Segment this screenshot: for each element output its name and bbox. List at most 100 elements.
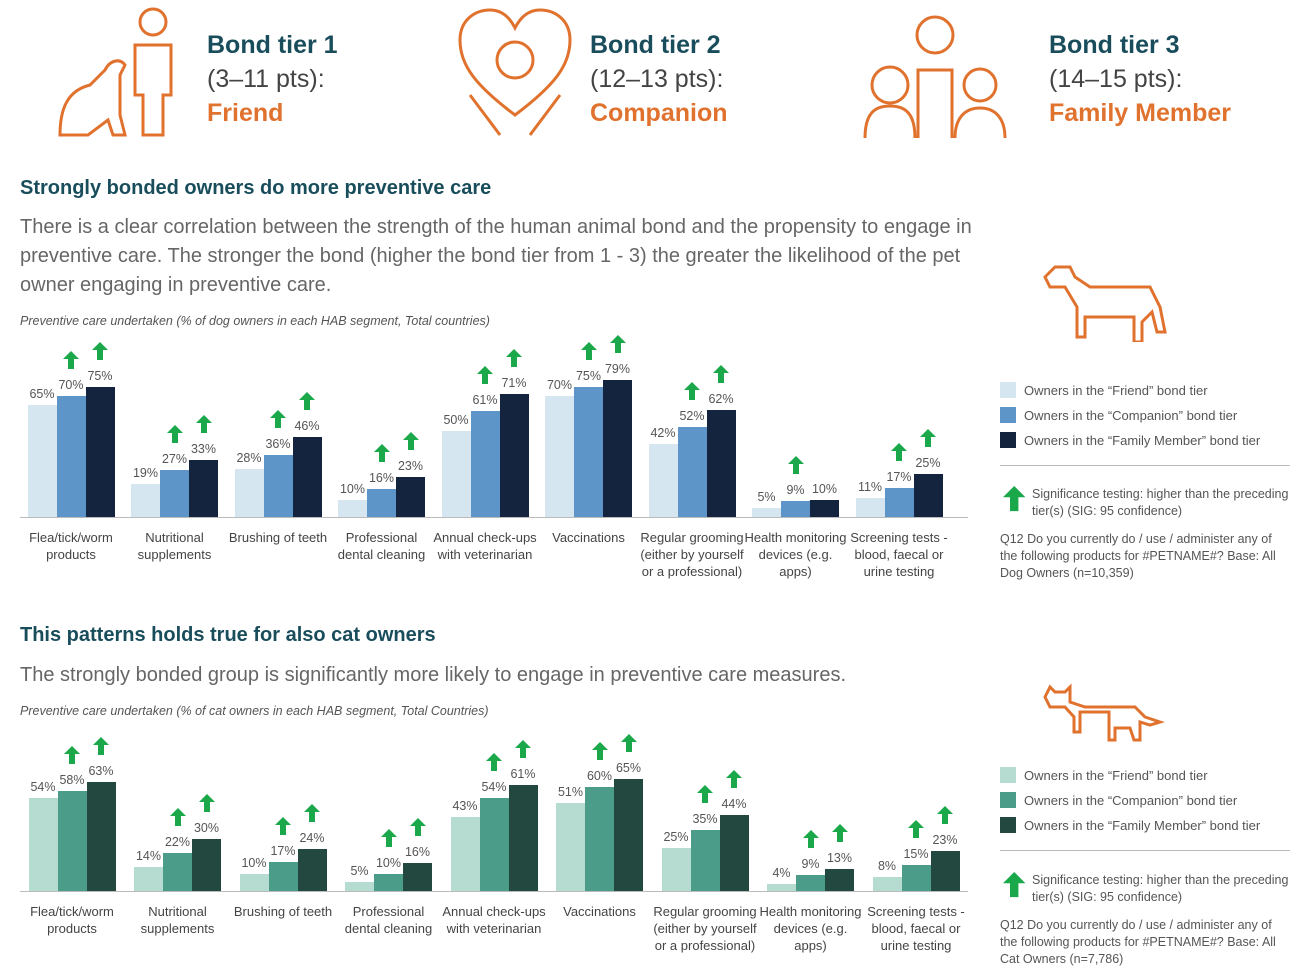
value-label: 33% [190,441,217,456]
bar [796,875,825,891]
tier-icon [458,8,572,136]
value-label: 35% [692,812,718,827]
value-label: 19% [132,466,159,481]
significance-arrow [506,349,522,368]
category-label: Annual check-ups with veterinarian [433,530,537,562]
bar [131,484,160,517]
section-heading: Strongly bonded owners do more preventiv… [20,177,492,199]
category-label: Vaccinations [563,904,636,919]
significance-arrow [1003,486,1026,512]
value-label: 10% [241,855,267,870]
value-label: 75% [575,369,602,384]
legend-entry: Owners in the “Family Member” bond tier [1000,817,1260,833]
significance-arrow [609,335,626,354]
bar [677,427,707,517]
significance-arrow [802,830,819,849]
tier-icon [863,15,1007,139]
tier-title: Bond tier 1 [207,31,338,59]
value-label: 62% [708,391,734,406]
value-label: 54% [30,779,56,794]
category-label: Nutritional supplements [140,904,215,936]
category-label: Vaccinations [552,530,625,545]
bar [825,868,854,891]
bar [374,873,403,891]
bar [479,797,509,891]
bar [367,489,396,517]
significance-arrow [373,444,390,463]
value-label: 70% [546,377,573,392]
significance-arrow [63,350,79,369]
legend-swatch [1000,432,1016,448]
bar [585,787,614,891]
value-label: 51% [557,784,584,799]
bar [930,851,960,891]
significance-arrow [937,806,953,825]
legend-entry: Owners in the “Family Member” bond tier [1000,432,1260,448]
value-label: 27% [161,452,188,467]
bar [396,477,425,517]
tier-range: (12–13 pts): [590,65,724,93]
category-label: Flea/tick/worm products [29,530,113,562]
value-label: 5% [350,864,369,879]
legend-separator [1000,465,1290,466]
legend-swatch [1000,767,1016,783]
bar [27,404,57,517]
bar [913,473,943,517]
value-label: 25% [663,829,689,844]
bar [499,394,529,517]
bar [163,852,192,891]
significance-note: Significance testing: higher than the pr… [1032,487,1289,518]
bar [545,395,574,517]
chart-title: Preventive care undertaken (% of dog own… [20,314,490,328]
significance-arrow [304,804,320,823]
value-label: 63% [88,764,114,778]
significance-arrow [787,456,804,475]
bar [872,877,902,891]
value-label: 10% [811,481,838,496]
value-label: 15% [903,847,929,862]
tier-name: Friend [207,99,284,127]
legend-entry: Owners in the “Friend” bond tier [1000,382,1208,398]
category-label: Screening tests - blood, faecal or urine… [850,530,948,579]
legend-label: Owners in the “Family Member” bond tier [1024,432,1261,448]
category-label: Health monitoring devices (e.g. apps) [759,904,862,953]
bar [239,873,269,891]
bar [556,802,585,891]
bar [28,797,58,891]
value-label: 22% [164,834,191,849]
bar [661,847,691,891]
significance-arrow [620,733,637,752]
value-label: 23% [397,459,424,474]
significance-arrow [299,392,315,411]
significance-arrow [275,816,291,835]
bar [441,430,471,517]
value-label: 50% [443,412,469,427]
chart-title: Preventive care undertaken (% of cat own… [20,704,489,718]
value-label: 42% [650,426,676,441]
value-label: 28% [236,450,262,465]
category-label: Nutritional supplements [137,530,212,562]
value-label: 10% [375,855,402,870]
significance-arrow [198,794,215,813]
bar [706,409,736,517]
value-label: 5% [757,490,776,505]
bar [297,849,327,891]
legend-swatch [1000,817,1016,833]
significance-arrow [831,823,848,842]
significance-arrow [402,432,419,451]
significance-arrow [515,740,531,759]
value-label: 9% [801,857,820,872]
bar [767,884,796,891]
significance-arrow [477,366,493,385]
category-label: Brushing of teeth [233,904,333,919]
dog-icon [1043,265,1167,342]
significance-arrow [270,409,286,428]
bar [901,865,931,891]
bar [345,882,374,891]
legend-swatch [1000,382,1016,398]
baseline [20,891,968,892]
value-label: 36% [265,436,291,451]
category-label: Brushing of teeth [228,530,328,545]
bar [268,861,298,891]
category-label: Professional dental cleaning [337,530,426,562]
